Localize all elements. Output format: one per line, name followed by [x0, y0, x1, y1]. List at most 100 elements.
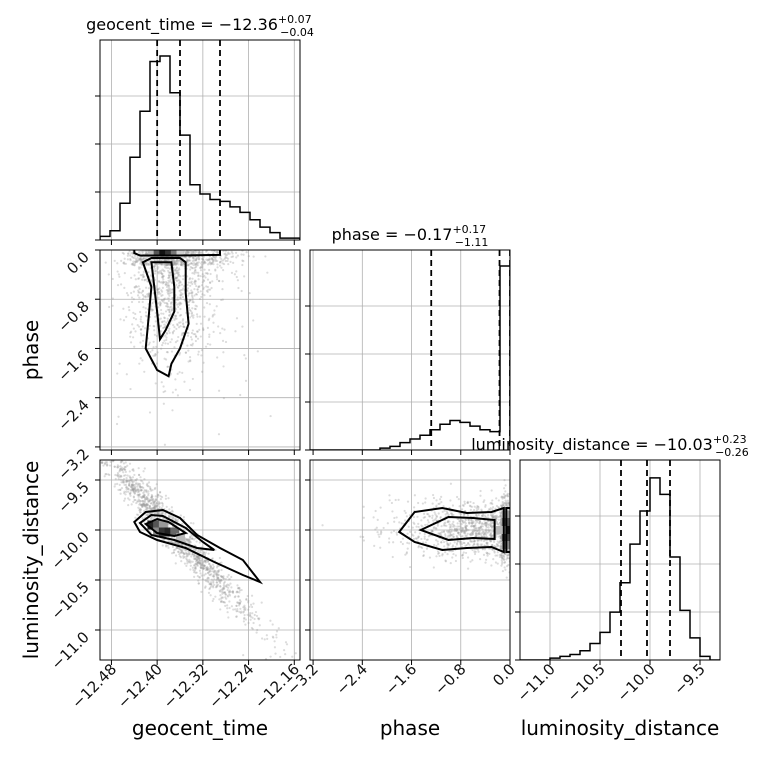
sample-point [391, 510, 394, 513]
sample-point [238, 602, 241, 605]
sample-point [199, 572, 202, 575]
sample-point [177, 282, 181, 285]
sample-point [497, 518, 500, 521]
sample-point [224, 253, 227, 257]
sample-point [236, 607, 239, 611]
sample-point [191, 282, 194, 286]
sample-point [101, 444, 103, 446]
sample-point [122, 477, 126, 481]
sample-point [165, 305, 168, 308]
sample-point [184, 544, 187, 547]
sample-point [168, 267, 172, 270]
sample-point [183, 562, 187, 565]
sample-point [176, 285, 179, 289]
sample-point [194, 557, 197, 560]
sample-point [202, 567, 206, 570]
sample-point [178, 296, 182, 299]
sample-point [179, 321, 182, 324]
sample-point [189, 265, 192, 269]
sample-point [236, 584, 239, 587]
sample-point [195, 313, 199, 316]
sample-point [208, 573, 211, 576]
sample-point [435, 514, 438, 517]
sample-point [129, 494, 132, 497]
sample-point [226, 595, 230, 598]
sample-point [203, 260, 206, 263]
sample-point [491, 544, 494, 547]
sample-point [139, 508, 143, 512]
sample-point [502, 558, 506, 562]
sample-point [173, 261, 176, 264]
sample-point [392, 529, 396, 533]
sample-point [118, 468, 122, 471]
x-axis-label-luminosity_distance: luminosity_distance [521, 716, 720, 740]
sample-point [145, 278, 148, 281]
sample-point [192, 252, 195, 255]
sample-point [136, 259, 139, 262]
sample-point [490, 534, 493, 537]
sample-point [119, 488, 122, 491]
sample-point [477, 531, 480, 535]
sample-point [184, 551, 188, 554]
sample-point [483, 523, 486, 526]
sample-point [234, 330, 237, 333]
sample-point [455, 543, 459, 546]
sample-point [467, 529, 470, 532]
sample-point [491, 506, 495, 509]
sample-point [470, 521, 474, 524]
sample-point [418, 532, 422, 535]
sample-point [441, 552, 444, 556]
sample-point [187, 538, 191, 541]
sample-point [137, 258, 141, 261]
sample-point [121, 467, 124, 470]
sample-point [444, 560, 448, 563]
sample-point [145, 497, 148, 500]
sample-point [495, 545, 498, 548]
sample-point [150, 499, 153, 502]
sample-point [481, 530, 484, 533]
sample-point [175, 327, 178, 331]
sample-point [108, 473, 111, 477]
sample-point [123, 286, 126, 289]
density-bin [176, 533, 185, 543]
sample-point [144, 508, 147, 511]
sample-point [475, 534, 478, 538]
sample-point [440, 531, 443, 534]
sample-point [204, 579, 207, 582]
sample-point [142, 501, 145, 504]
sample-point [135, 489, 138, 492]
sample-point [170, 282, 174, 285]
sample-point [142, 503, 146, 506]
sample-point [492, 515, 495, 518]
sample-point [453, 529, 456, 533]
sample-point [179, 313, 183, 317]
sample-point [172, 262, 176, 265]
sample-point [499, 515, 502, 518]
sample-point [204, 586, 207, 589]
sample-point [507, 503, 510, 506]
sample-point [441, 510, 444, 513]
sample-point [128, 462, 132, 465]
sample-point [146, 280, 149, 283]
sample-point [198, 558, 201, 561]
sample-point [168, 274, 171, 277]
sample-point [501, 557, 504, 560]
sample-point [499, 536, 503, 540]
sample-point [191, 272, 194, 275]
sample-point [133, 498, 136, 502]
sample-point [124, 262, 128, 265]
sample-point [133, 262, 137, 265]
sample-point [133, 274, 136, 277]
sample-point [155, 502, 158, 505]
sample-point [220, 568, 223, 572]
sample-point [460, 529, 463, 532]
sample-point [198, 541, 201, 544]
sample-point [142, 503, 145, 506]
sample-point [196, 264, 199, 267]
sample-point [428, 515, 432, 518]
sample-point [222, 365, 225, 368]
sample-point [126, 486, 129, 490]
sample-point [204, 559, 207, 562]
sample-point [136, 482, 139, 485]
sample-point [212, 586, 215, 589]
